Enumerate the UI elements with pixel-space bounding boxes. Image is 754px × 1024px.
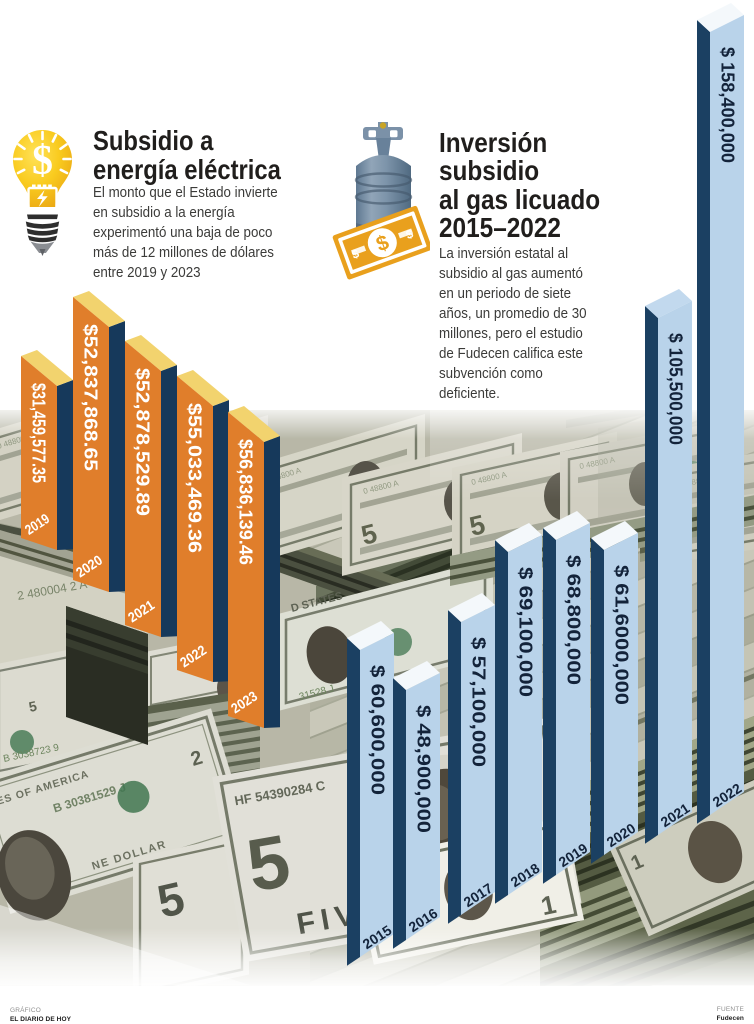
svg-text:$ 48,900,000: $ 48,900,000 — [414, 705, 434, 833]
svg-text:$ 68,800,000: $ 68,800,000 — [564, 555, 584, 685]
svg-text:5: 5 — [358, 518, 380, 551]
svg-text:$31,459,577.35: $31,459,577.35 — [29, 383, 49, 483]
svg-text:1: 1 — [538, 889, 558, 921]
svg-text:$: $ — [32, 138, 53, 184]
svg-text:$ 61,6000,000: $ 61,6000,000 — [612, 565, 632, 705]
svg-text:$55,033,469.36: $55,033,469.36 — [185, 403, 205, 553]
svg-text:$ 105,500,000: $ 105,500,000 — [666, 333, 686, 445]
svg-text:$ 158,400,000: $ 158,400,000 — [718, 47, 738, 163]
svg-text:$ 60,600,000: $ 60,600,000 — [368, 665, 388, 795]
svg-text:$ 69,100,000: $ 69,100,000 — [516, 567, 536, 697]
svg-text:$56,836,139.46: $56,836,139.46 — [236, 439, 256, 565]
svg-text:5: 5 — [27, 698, 38, 715]
svg-text:$52,878,529.89: $52,878,529.89 — [133, 368, 153, 516]
svg-text:5: 5 — [467, 509, 488, 542]
svg-text:$52,837,868.65: $52,837,868.65 — [81, 324, 101, 471]
svg-text:$ 57,100,000: $ 57,100,000 — [469, 637, 489, 767]
